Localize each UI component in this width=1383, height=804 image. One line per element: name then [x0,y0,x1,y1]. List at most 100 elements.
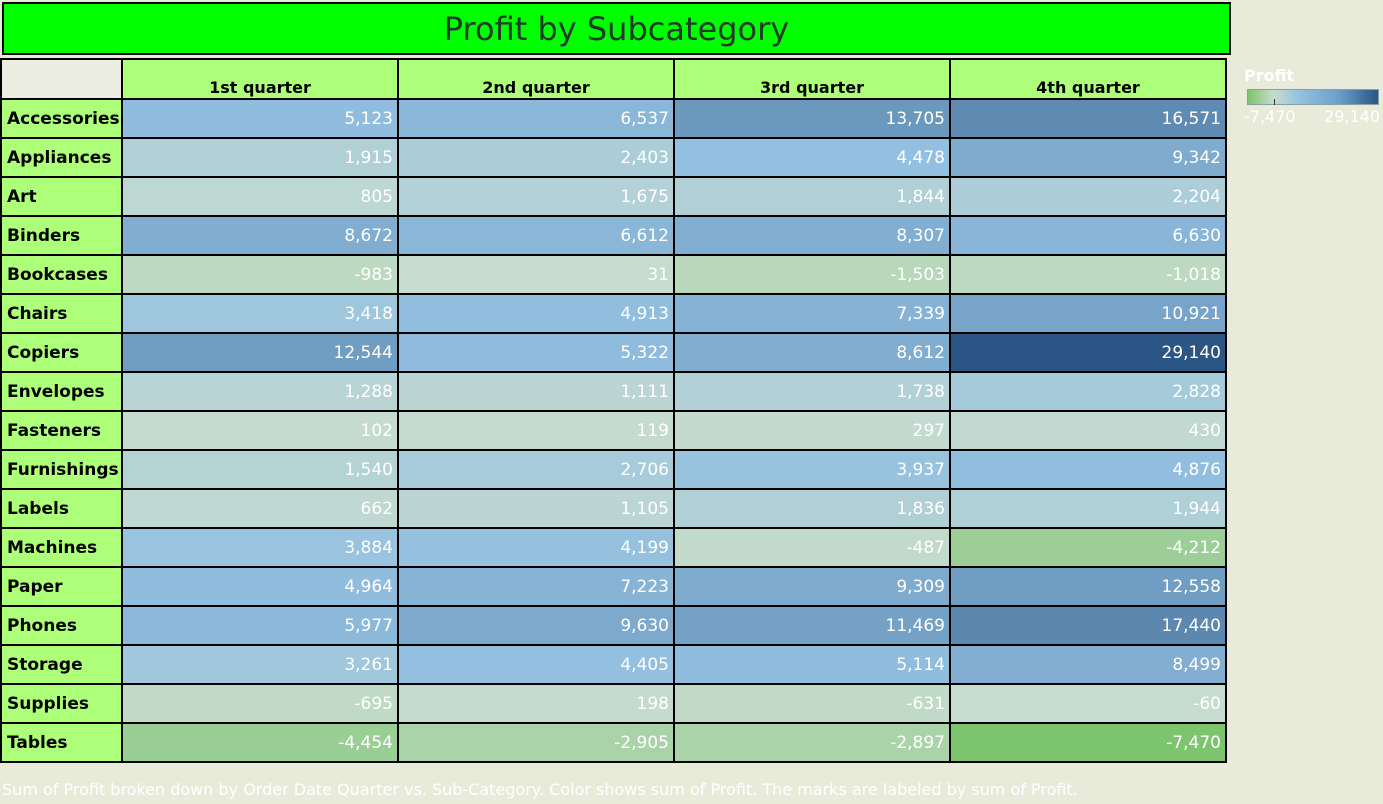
heatmap-cell[interactable]: 4,199 [397,527,675,568]
column-header-q2[interactable]: 2nd quarter [397,58,675,100]
heatmap-cell[interactable]: -1,018 [949,254,1227,295]
heatmap-cell[interactable]: 4,478 [673,137,951,178]
heatmap-cell[interactable]: 102 [121,410,399,451]
heatmap-cell[interactable]: 1,944 [949,488,1227,529]
heatmap-cell[interactable]: -4,212 [949,527,1227,568]
row-header[interactable]: Envelopes [0,371,123,412]
heatmap-cell[interactable]: 4,876 [949,449,1227,490]
column-header-q3[interactable]: 3rd quarter [673,58,951,100]
heatmap-cell[interactable]: 6,537 [397,98,675,139]
row-header[interactable]: Labels [0,488,123,529]
heatmap-cell[interactable]: -695 [121,683,399,724]
row-header[interactable]: Art [0,176,123,217]
heatmap-cell[interactable]: 12,544 [121,332,399,373]
heatmap-cell[interactable]: 6,612 [397,215,675,256]
row-header[interactable]: Copiers [0,332,123,373]
row-header[interactable]: Bookcases [0,254,123,295]
row-header[interactable]: Tables [0,722,123,763]
table-row: Envelopes 1,288 1,111 1,738 2,828 [0,371,1227,412]
heatmap-cell[interactable]: 9,342 [949,137,1227,178]
color-legend[interactable]: Profit -7,470 29,140 [1244,66,1380,126]
heatmap-cell[interactable]: 8,672 [121,215,399,256]
row-header[interactable]: Paper [0,566,123,607]
heatmap-cell[interactable]: 9,309 [673,566,951,607]
heatmap-cell[interactable]: 1,915 [121,137,399,178]
column-header-q1[interactable]: 1st quarter [121,58,399,100]
row-header[interactable]: Furnishings [0,449,123,490]
heatmap-cell[interactable]: 5,977 [121,605,399,646]
heatmap-cell[interactable]: 662 [121,488,399,529]
heatmap-cell[interactable]: 31 [397,254,675,295]
heatmap-cell[interactable]: 430 [949,410,1227,451]
heatmap-cell[interactable]: 198 [397,683,675,724]
heatmap-cell[interactable]: 2,204 [949,176,1227,217]
row-header[interactable]: Machines [0,527,123,568]
corner-cell [0,58,123,100]
heatmap-cell[interactable]: 9,630 [397,605,675,646]
heatmap-cell[interactable]: -2,905 [397,722,675,763]
legend-title: Profit [1244,66,1295,85]
heatmap-cell[interactable]: 1,111 [397,371,675,412]
table-row: Chairs 3,418 4,913 7,339 10,921 [0,293,1227,334]
heatmap-cell[interactable]: 5,114 [673,644,951,685]
heatmap-cell[interactable]: -60 [949,683,1227,724]
heatmap-cell[interactable]: -2,897 [673,722,951,763]
row-header[interactable]: Phones [0,605,123,646]
heatmap-cell[interactable]: 3,884 [121,527,399,568]
table-row: Binders 8,672 6,612 8,307 6,630 [0,215,1227,256]
heatmap-cell[interactable]: 1,288 [121,371,399,412]
heatmap-cell[interactable]: -631 [673,683,951,724]
heatmap-cell[interactable]: 11,469 [673,605,951,646]
heatmap-cell[interactable]: 4,405 [397,644,675,685]
row-header[interactable]: Binders [0,215,123,256]
column-header-q4[interactable]: 4th quarter [949,58,1227,100]
heatmap-cell[interactable]: 1,738 [673,371,951,412]
table-row: Furnishings 1,540 2,706 3,937 4,876 [0,449,1227,490]
heatmap-cell[interactable]: 1,675 [397,176,675,217]
row-header[interactable]: Appliances [0,137,123,178]
heatmap-cell[interactable]: -983 [121,254,399,295]
heatmap-cell[interactable]: 5,322 [397,332,675,373]
heatmap-cell[interactable]: -1,503 [673,254,951,295]
heatmap-cell[interactable]: 2,403 [397,137,675,178]
chart-caption: Sum of Profit broken down by Order Date … [2,780,1078,799]
heatmap-cell[interactable]: 4,913 [397,293,675,334]
heatmap-cell[interactable]: 2,706 [397,449,675,490]
heatmap-cell[interactable]: 4,964 [121,566,399,607]
heatmap-cell[interactable]: 5,123 [121,98,399,139]
heatmap-cell[interactable]: 29,140 [949,332,1227,373]
row-header[interactable]: Storage [0,644,123,685]
heatmap-cell[interactable]: -487 [673,527,951,568]
table-row: Copiers 12,544 5,322 8,612 29,140 [0,332,1227,373]
heatmap-cell[interactable]: 3,261 [121,644,399,685]
heatmap-cell[interactable]: 8,612 [673,332,951,373]
heatmap-cell[interactable]: 1,844 [673,176,951,217]
heatmap-cell[interactable]: 13,705 [673,98,951,139]
row-header[interactable]: Supplies [0,683,123,724]
row-header[interactable]: Fasteners [0,410,123,451]
heatmap-cell[interactable]: 3,418 [121,293,399,334]
row-header[interactable]: Accessories [0,98,123,139]
heatmap-cell[interactable]: 1,836 [673,488,951,529]
heatmap-cell[interactable]: 1,540 [121,449,399,490]
heatmap-cell[interactable]: 7,223 [397,566,675,607]
heatmap-cell[interactable]: 805 [121,176,399,217]
heatmap-cell[interactable]: 8,499 [949,644,1227,685]
heatmap-cell[interactable]: 3,937 [673,449,951,490]
heatmap-cell[interactable]: 16,571 [949,98,1227,139]
heatmap-cell[interactable]: -4,454 [121,722,399,763]
heatmap-cell[interactable]: 6,630 [949,215,1227,256]
heatmap-cell[interactable]: 7,339 [673,293,951,334]
heatmap-cell[interactable]: 10,921 [949,293,1227,334]
heatmap-cell[interactable]: 8,307 [673,215,951,256]
heatmap-cell[interactable]: 297 [673,410,951,451]
heatmap-cell[interactable]: 119 [397,410,675,451]
heatmap-cell[interactable]: -7,470 [949,722,1227,763]
heatmap-cell[interactable]: 12,558 [949,566,1227,607]
heatmap-cell[interactable]: 1,105 [397,488,675,529]
table-row: Labels 662 1,105 1,836 1,944 [0,488,1227,529]
row-header[interactable]: Chairs [0,293,123,334]
heatmap-cell[interactable]: 2,828 [949,371,1227,412]
heatmap-table: 1st quarter 2nd quarter 3rd quarter 4th … [0,58,1227,763]
heatmap-cell[interactable]: 17,440 [949,605,1227,646]
